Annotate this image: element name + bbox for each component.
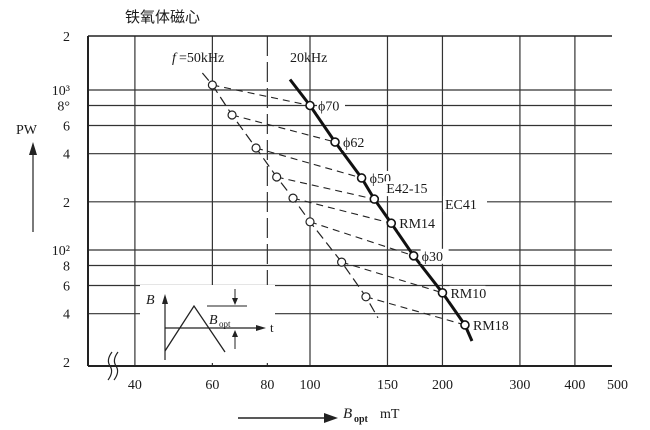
point-label-bg xyxy=(420,248,449,264)
data-point-50khz xyxy=(337,257,347,267)
x-tick-label: 60 xyxy=(205,378,219,393)
data-point-20khz xyxy=(330,137,340,147)
data-point-20khz xyxy=(356,173,367,183)
y-axis-arrow xyxy=(29,142,37,232)
data-point-50khz xyxy=(361,292,371,302)
x-axis-arrow xyxy=(238,413,338,423)
point-label: E42-15 xyxy=(386,182,427,197)
data-point-20khz xyxy=(369,194,380,204)
point-label: RM10 xyxy=(450,287,486,302)
x-tick-label: 150 xyxy=(377,378,398,393)
data-point-50khz xyxy=(227,110,237,120)
y-tick-label: 6 xyxy=(63,279,70,294)
y-tick-label: 4 xyxy=(63,148,70,163)
data-point-50khz xyxy=(305,217,315,227)
connector-line xyxy=(309,221,414,257)
point-label: ϕ62 xyxy=(343,136,364,151)
data-point-50khz xyxy=(272,172,282,182)
y-tick-label: 6 xyxy=(63,119,70,134)
connector-line xyxy=(276,176,375,200)
x-axis-label-sub: opt xyxy=(354,414,369,425)
x-tick-label: 500 xyxy=(607,378,628,393)
y-tick-label: 4 xyxy=(63,308,70,323)
inset-background xyxy=(140,285,275,363)
data-point-20khz xyxy=(460,320,470,330)
y-tick-label: 10³ xyxy=(52,84,70,99)
series-line-50khz xyxy=(201,72,379,319)
x-tick-label: 200 xyxy=(432,378,453,393)
data-point-20khz xyxy=(408,250,419,261)
connector-line xyxy=(292,197,392,224)
y-tick-label: 2 xyxy=(63,30,70,45)
point-label: ϕ30 xyxy=(422,250,443,265)
connector-line xyxy=(365,296,466,326)
connector-line xyxy=(255,147,362,179)
series-layer xyxy=(201,72,474,342)
y-tick-label: 2 xyxy=(63,196,70,211)
x-tick-label: 300 xyxy=(509,378,530,393)
inset-b-label: B xyxy=(146,293,155,308)
series-line-20khz xyxy=(288,78,474,342)
annotation-f50: =50kHz xyxy=(179,51,224,66)
point-label-bg xyxy=(471,317,508,333)
point-label-bg xyxy=(398,216,435,232)
data-point-50khz xyxy=(207,80,217,90)
connector-line xyxy=(212,84,311,107)
data-point-20khz xyxy=(305,100,315,111)
x-tick-label: 400 xyxy=(564,378,585,393)
point-label: RM18 xyxy=(473,319,509,334)
annotation-f20: 20kHz xyxy=(290,51,327,66)
annotation-ec41: EC41 xyxy=(445,198,477,213)
data-point-20khz xyxy=(386,218,397,229)
point-label: ϕ70 xyxy=(318,100,339,115)
chart-title: 铁氧体磁心 xyxy=(125,9,200,26)
y-tick-label: 8° xyxy=(57,100,70,115)
y-tick-label: 8 xyxy=(63,260,70,275)
x-axis-unit: mT xyxy=(380,407,400,422)
y-tick-label: 10² xyxy=(52,244,70,259)
data-point-20khz xyxy=(437,288,448,298)
grid xyxy=(87,35,612,367)
point-label-bg xyxy=(342,135,371,151)
x-tick-label: 80 xyxy=(260,378,274,393)
annotation-f50-italic: f xyxy=(172,51,178,66)
x-tick-label: 40 xyxy=(128,378,142,393)
inset-bopt-sub: opt xyxy=(219,319,231,329)
inset-bopt-label: B xyxy=(209,313,218,328)
point-label: RM14 xyxy=(399,217,435,232)
connector-line xyxy=(231,114,336,143)
x-axis-label: B xyxy=(343,406,352,422)
data-point-50khz xyxy=(288,193,298,203)
data-point-50khz xyxy=(251,143,261,153)
point-label-bg xyxy=(449,285,486,301)
point-label-bg xyxy=(385,181,438,197)
y-axis-label: PW xyxy=(16,123,38,138)
y-tick-label: 2 xyxy=(63,356,70,371)
inset-waveform xyxy=(162,289,266,360)
connector-line xyxy=(341,261,443,294)
x-tick-label: 100 xyxy=(300,378,321,393)
inset-t-label: t xyxy=(270,320,274,335)
point-label-bg xyxy=(317,98,345,114)
axis-break-icon xyxy=(107,351,119,381)
